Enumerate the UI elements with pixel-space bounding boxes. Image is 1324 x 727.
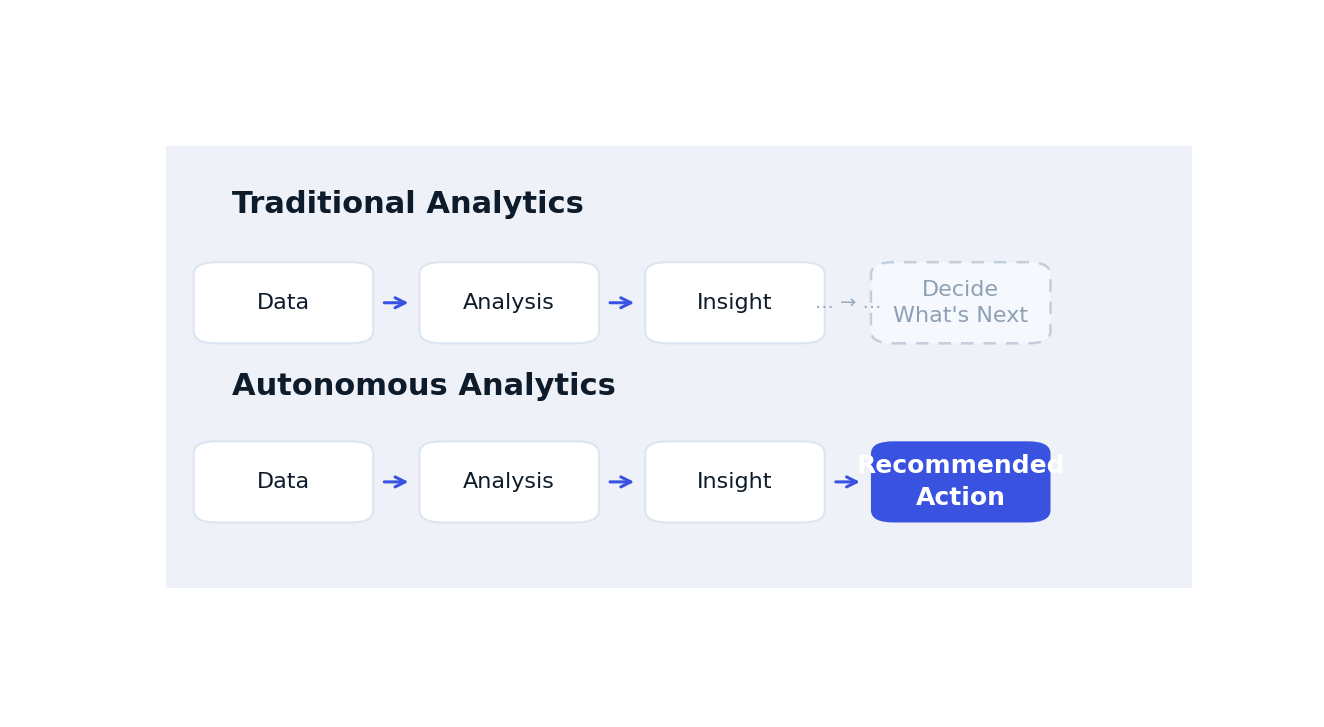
Text: Data: Data xyxy=(257,472,310,492)
Text: Analysis: Analysis xyxy=(463,293,555,313)
Text: Analysis: Analysis xyxy=(463,472,555,492)
Text: Data: Data xyxy=(257,293,310,313)
FancyBboxPatch shape xyxy=(871,441,1050,523)
FancyBboxPatch shape xyxy=(420,262,598,343)
Text: Recommended
Action: Recommended Action xyxy=(857,454,1064,510)
FancyBboxPatch shape xyxy=(645,262,825,343)
Text: Traditional Analytics: Traditional Analytics xyxy=(232,190,584,220)
Bar xyxy=(166,146,1192,588)
Text: Insight: Insight xyxy=(698,293,773,313)
FancyBboxPatch shape xyxy=(193,441,373,523)
FancyBboxPatch shape xyxy=(645,441,825,523)
FancyBboxPatch shape xyxy=(420,441,598,523)
FancyBboxPatch shape xyxy=(871,262,1050,343)
FancyBboxPatch shape xyxy=(193,262,373,343)
Text: Autonomous Analytics: Autonomous Analytics xyxy=(232,372,616,401)
Text: Insight: Insight xyxy=(698,472,773,492)
Text: Decide
What's Next: Decide What's Next xyxy=(894,280,1029,326)
Text: ... → ...: ... → ... xyxy=(814,293,880,313)
